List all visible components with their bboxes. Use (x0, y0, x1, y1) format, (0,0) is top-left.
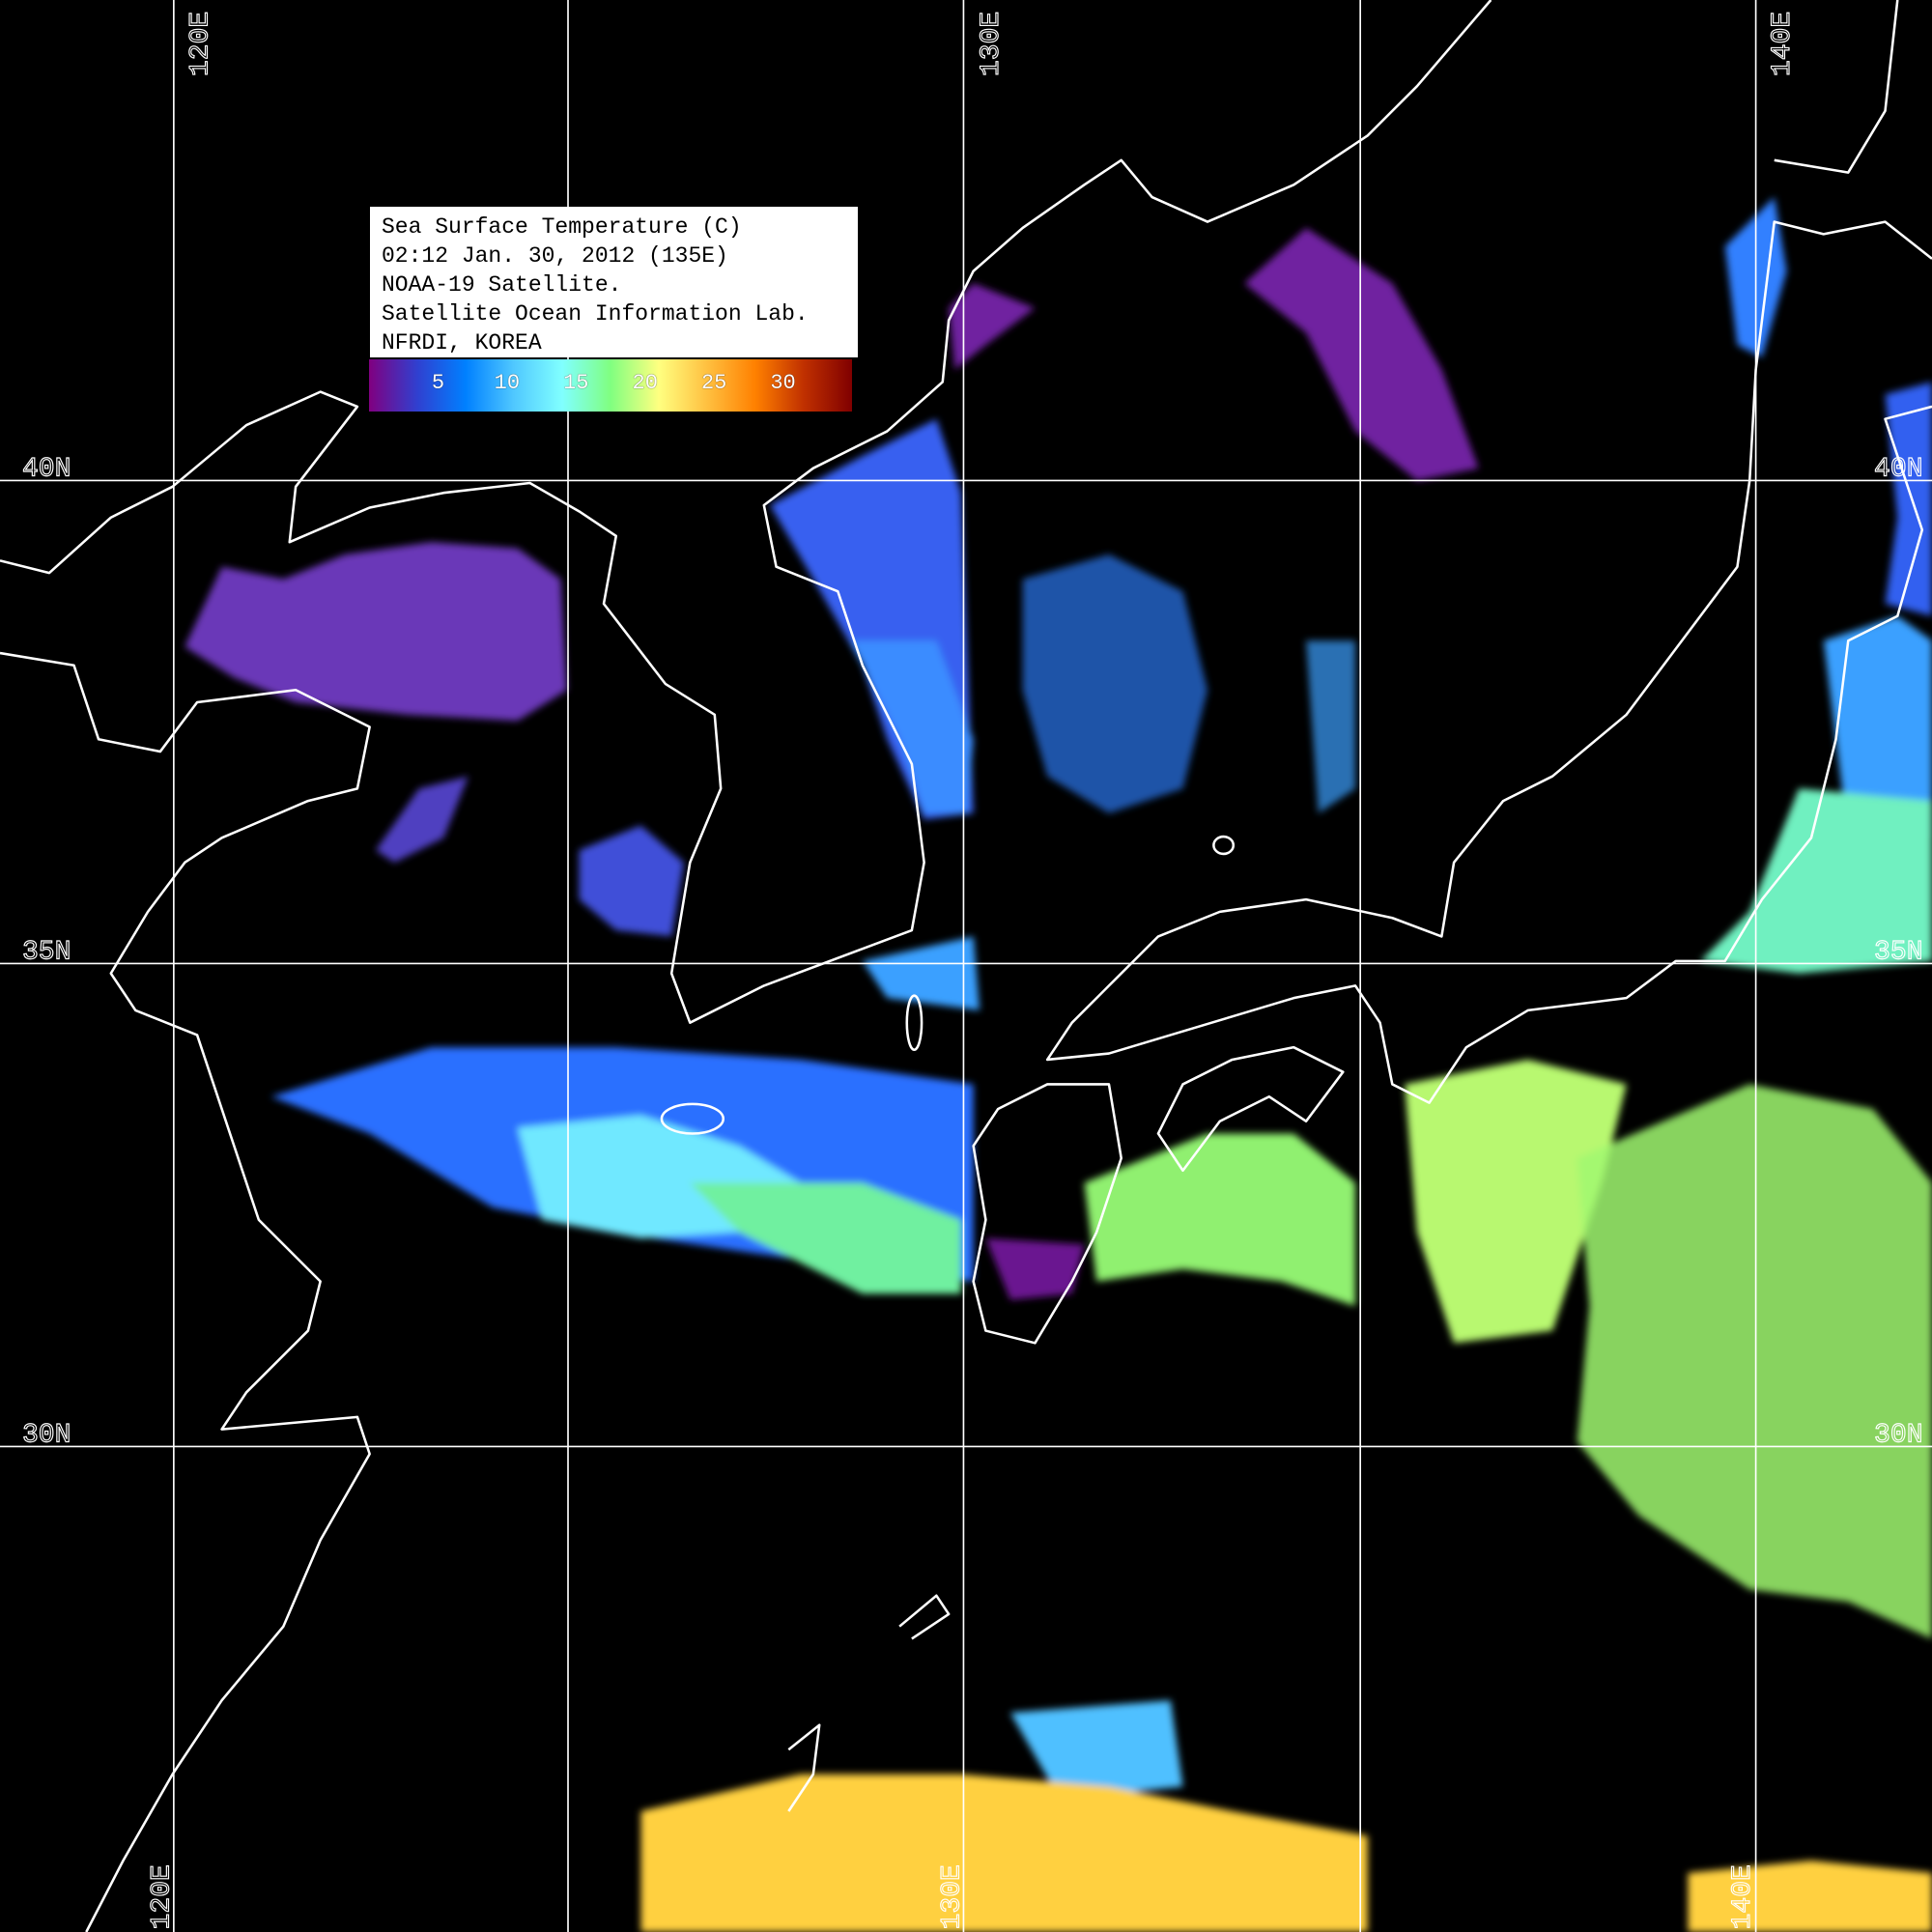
sst-patch-japan-ne (1885, 382, 1932, 616)
right-label-40n: 40N (1874, 454, 1923, 484)
legend-satellite: NOAA-19 Satellite. (382, 272, 622, 298)
sst-patch-southeast-yellow (1688, 1861, 1932, 1932)
legend: Sea Surface Temperature (C) 02:12 Jan. 30… (369, 207, 858, 412)
coastline-china-east (0, 651, 371, 1932)
island-ulleung (1212, 835, 1236, 856)
left-label-30n: 30N (22, 1420, 71, 1450)
sst-patch-shikoku-south (1084, 1133, 1356, 1307)
sst-patch-japan-east (1823, 615, 1932, 838)
coastline-shikoku (1156, 1045, 1345, 1173)
sst-patch-yellow-sea (579, 825, 684, 937)
top-label-120e: 120E (185, 12, 215, 76)
right-label-35n: 35N (1874, 937, 1923, 967)
colorbar-tick-25: 25 (700, 371, 727, 395)
sst-patch-yellow-sea-2 (376, 776, 469, 863)
colorbar: 5 10 15 20 25 30 (369, 359, 852, 412)
bottom-label-140e: 140E (1728, 1864, 1758, 1929)
legend-datetime: 02:12 Jan. 30, 2012 (135E) (382, 243, 728, 269)
coastline-ryukyu (898, 1594, 951, 1640)
left-label-40n: 40N (22, 454, 71, 484)
coastline-kyushu (972, 1083, 1122, 1345)
colorbar-tick-20: 20 (632, 371, 658, 395)
sst-patch-east-sea (1022, 554, 1208, 813)
sst-patch-pacific-1 (1405, 1059, 1627, 1344)
top-label-140e: 140E (1768, 12, 1798, 76)
colorbar-tick-30: 30 (770, 371, 796, 395)
legend-title: Sea Surface Temperature (C) (382, 214, 742, 240)
left-label-35n: 35N (22, 937, 71, 967)
sst-patch-bohai (185, 542, 567, 722)
island-tsushima (905, 994, 923, 1052)
sst-patch-japan-east-2 (1700, 788, 1932, 974)
coastline-hokkaido (1774, 0, 1899, 174)
sst-patch-north (1244, 227, 1479, 481)
colorbar-tick-5: 5 (431, 371, 445, 395)
coastline-honshu (1045, 220, 1932, 1104)
sst-patch-east-sea-korea-south (850, 640, 974, 813)
coastline-ryukyu-2 (787, 1723, 821, 1812)
sst-patch-korea-strait (862, 936, 980, 1010)
grid-labels: 120E 130E 140E 120E 130E 140E 40N 35N 30… (21, 11, 1923, 1930)
coastline-china-korea (0, 0, 1492, 1024)
sst-patch-kyushu-purple (985, 1237, 1085, 1300)
sst-patches (185, 197, 1932, 1932)
sst-patch-ecs-green (690, 1182, 961, 1294)
legend-lab: Satellite Ocean Information Lab. (382, 301, 809, 327)
sst-patch-north-nk (949, 283, 1036, 370)
sst-patch-pacific-2 (1577, 1084, 1932, 1639)
sst-patch-south-yellow (640, 1774, 1368, 1932)
bottom-label-130e: 130E (937, 1864, 967, 1929)
legend-text-box: Sea Surface Temperature (C) 02:12 Jan. 30… (370, 207, 858, 357)
legend-institute: NFRDI, KOREA (382, 330, 542, 355)
sst-patch-east-sea-2 (1306, 640, 1356, 813)
colorbar-tick-10: 10 (494, 371, 521, 395)
bottom-label-120e: 120E (148, 1864, 178, 1929)
right-label-30n: 30N (1874, 1420, 1923, 1450)
colorbar-tick-15: 15 (563, 371, 589, 395)
top-label-130e: 130E (977, 12, 1007, 76)
sst-patch-south-cyan (1009, 1700, 1183, 1800)
island-jeju (660, 1102, 724, 1135)
